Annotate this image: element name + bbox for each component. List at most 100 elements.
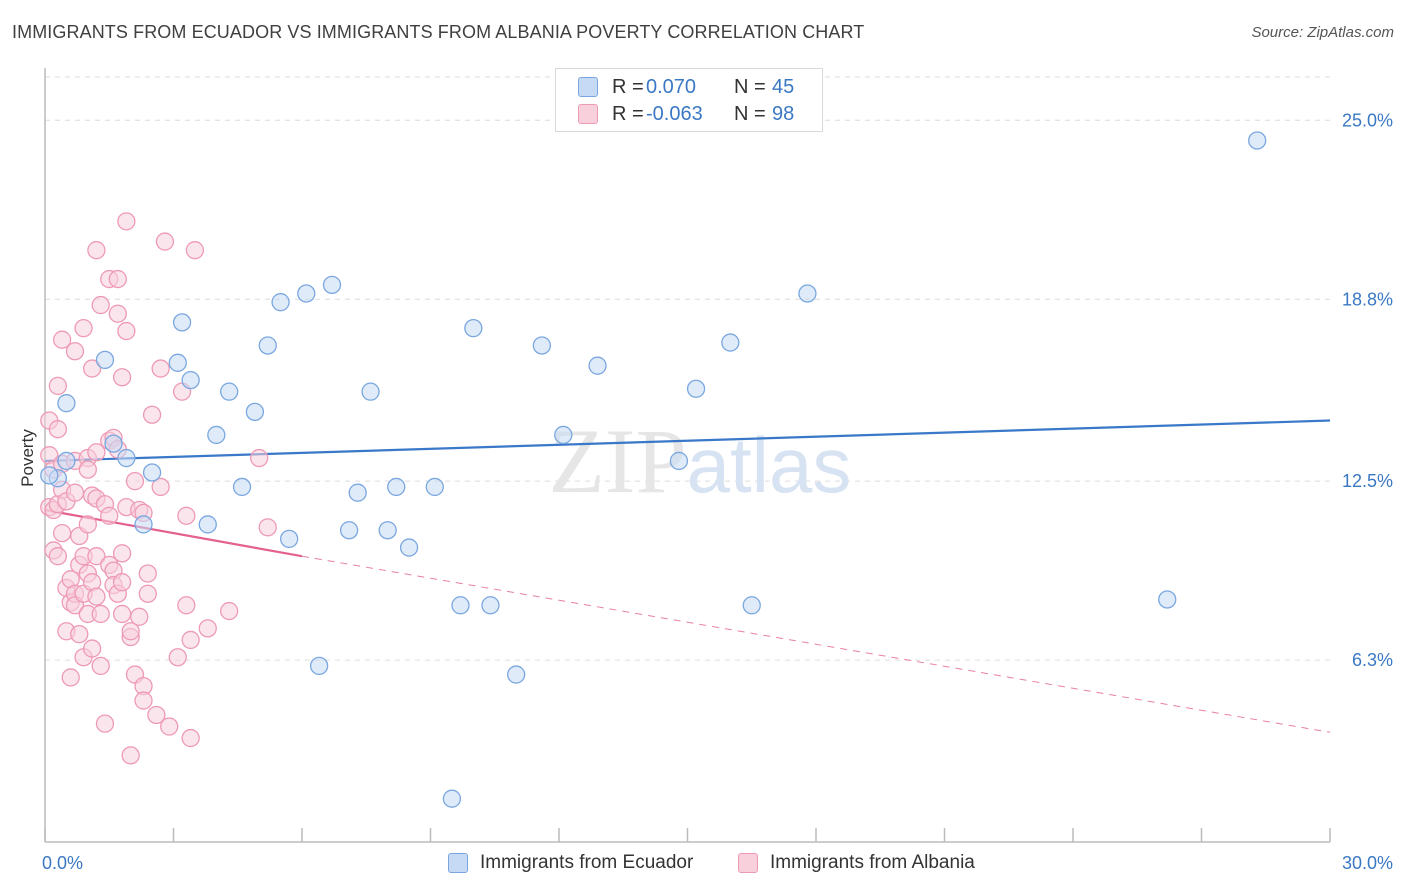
point-albania	[177, 506, 196, 525]
point-ecuador	[339, 521, 359, 540]
point-ecuador	[172, 313, 192, 332]
point-albania	[185, 241, 205, 260]
point-albania	[82, 639, 102, 658]
point-albania	[151, 359, 170, 378]
point-albania	[142, 405, 162, 424]
point-albania	[108, 269, 127, 289]
point-albania	[48, 547, 67, 566]
point-albania	[112, 368, 132, 387]
series-legend-albania: Immigrants from Albania	[738, 852, 975, 874]
point-albania	[258, 518, 277, 537]
y-tick-labels: 6.3% 12.5% 18.8% 25.0%	[1342, 110, 1393, 670]
legend-n-value: 45	[772, 75, 795, 98]
point-albania	[91, 295, 110, 315]
point-ecuador	[168, 353, 187, 372]
point-ecuador	[40, 466, 59, 485]
legend-r-label: R =	[612, 102, 644, 125]
legend-r-value: 0.070	[646, 75, 697, 98]
point-ecuador	[142, 463, 162, 482]
point-albania	[52, 523, 72, 543]
point-ecuador	[57, 451, 76, 471]
point-ecuador	[1158, 590, 1177, 609]
legend: R = 0.070 N = 45 R = -0.063 N = 98	[555, 68, 823, 132]
point-ecuador	[297, 284, 316, 303]
legend-r-value: -0.063	[646, 102, 703, 125]
gridlines	[45, 76, 1330, 661]
x-tick-label: 30.0%	[1342, 853, 1393, 873]
point-albania	[100, 506, 119, 525]
point-albania	[112, 544, 132, 563]
point-albania	[82, 359, 102, 378]
point-ecuador	[464, 319, 483, 338]
y-tick-label: 6.3%	[1352, 650, 1393, 670]
point-albania	[138, 584, 157, 603]
series-label-albania: Immigrants from Albania	[770, 852, 975, 873]
point-ecuador	[442, 789, 462, 808]
data-points	[40, 131, 1267, 808]
point-ecuador	[554, 425, 573, 445]
point-albania	[48, 420, 67, 439]
point-albania	[181, 630, 200, 650]
legend-row-ecuador: R = 0.070 N = 45	[578, 75, 794, 99]
x-tick-label: 0.0%	[42, 853, 83, 873]
point-ecuador	[686, 379, 706, 398]
point-albania	[147, 705, 166, 725]
point-ecuador	[387, 477, 406, 497]
point-ecuador	[134, 515, 153, 534]
point-ecuador	[271, 293, 290, 312]
series-label-ecuador: Immigrants from Ecuador	[480, 852, 694, 873]
point-albania	[87, 547, 106, 566]
point-ecuador	[348, 483, 367, 502]
point-albania	[91, 656, 110, 676]
point-albania	[108, 304, 127, 323]
point-albania	[121, 622, 140, 641]
legend-swatch-albania	[578, 104, 598, 124]
point-albania	[138, 564, 157, 583]
point-ecuador	[181, 370, 200, 390]
point-albania	[130, 607, 149, 626]
point-ecuador	[481, 596, 500, 615]
point-ecuador	[798, 284, 817, 303]
point-ecuador	[309, 656, 329, 676]
point-ecuador	[117, 448, 136, 468]
point-ecuador	[742, 596, 761, 615]
legend-n-label: N =	[734, 75, 766, 98]
point-albania	[220, 601, 239, 621]
point-albania	[117, 212, 136, 231]
point-ecuador	[507, 665, 526, 684]
point-albania	[65, 483, 85, 502]
point-albania	[117, 321, 136, 341]
point-albania	[48, 376, 67, 396]
point-albania	[134, 691, 153, 710]
y-tick-label: 25.0%	[1342, 110, 1393, 130]
point-albania	[181, 728, 200, 748]
x-tick-labels: 0.0% 30.0%	[42, 853, 1393, 873]
point-ecuador	[258, 336, 277, 355]
legend-n-value: 98	[772, 102, 795, 125]
series-legend-ecuador: Immigrants from Ecuador	[448, 852, 693, 874]
point-ecuador	[451, 596, 470, 615]
point-ecuador	[361, 382, 380, 401]
point-ecuador	[378, 521, 397, 540]
point-albania	[78, 460, 97, 479]
point-ecuador	[532, 336, 552, 355]
point-albania	[155, 232, 175, 251]
point-ecuador	[588, 356, 607, 375]
point-albania	[78, 515, 97, 534]
point-ecuador	[232, 477, 252, 497]
point-albania	[65, 342, 85, 361]
point-albania	[91, 604, 110, 624]
legend-row-albania: R = -0.063 N = 98	[578, 102, 794, 126]
legend-r-label: R =	[612, 75, 644, 98]
trend-line-dashed-1	[301, 555, 1331, 733]
point-albania	[87, 241, 106, 260]
point-ecuador	[104, 434, 123, 453]
legend-swatch-ecuador	[578, 77, 598, 97]
y-tick-label: 18.8%	[1342, 289, 1393, 309]
point-albania	[87, 443, 106, 462]
point-ecuador	[721, 333, 740, 352]
series-swatch-ecuador	[448, 853, 468, 873]
point-albania	[151, 477, 170, 497]
point-ecuador	[57, 394, 76, 413]
